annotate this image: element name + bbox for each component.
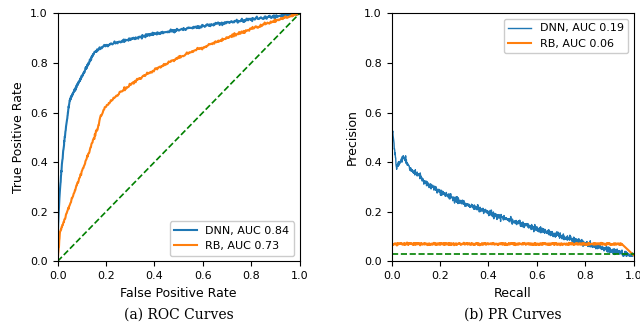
Text: (a) ROC Curves: (a) ROC Curves: [124, 308, 234, 322]
Line: DNN, AUC 0.19: DNN, AUC 0.19: [392, 131, 634, 256]
RB, AUC 0.06: [630, 253, 637, 257]
DNN, AUC 0.19: [388, 130, 396, 134]
RB, AUC 0.73: [296, 11, 303, 15]
DNN, AUC 0.19: [554, 230, 562, 234]
DNN, AUC 0.19: [486, 210, 493, 214]
RB, AUC 0.73: [54, 259, 61, 263]
Legend: DNN, AUC 0.84, RB, AUC 0.73: DNN, AUC 0.84, RB, AUC 0.73: [170, 221, 294, 256]
DNN, AUC 0.84: [296, 11, 303, 15]
DNN, AUC 0.19: [620, 254, 627, 258]
DNN, AUC 0.84: [287, 11, 294, 15]
DNN, AUC 0.19: [495, 216, 502, 220]
DNN, AUC 0.19: [630, 253, 637, 257]
RB, AUC 0.06: [554, 242, 562, 246]
RB, AUC 0.06: [486, 242, 493, 246]
Text: (b) PR Curves: (b) PR Curves: [464, 308, 561, 322]
RB, AUC 0.06: [581, 242, 589, 246]
RB, AUC 0.06: [388, 241, 396, 245]
DNN, AUC 0.19: [389, 129, 397, 133]
DNN, AUC 0.84: [54, 259, 61, 263]
DNN, AUC 0.84: [187, 26, 195, 30]
Legend: DNN, AUC 0.19, RB, AUC 0.06: DNN, AUC 0.19, RB, AUC 0.06: [504, 19, 628, 53]
RB, AUC 0.73: [77, 173, 85, 177]
DNN, AUC 0.84: [208, 22, 216, 26]
DNN, AUC 0.84: [152, 32, 159, 36]
RB, AUC 0.73: [119, 88, 127, 92]
Y-axis label: True Positive Rate: True Positive Rate: [12, 81, 24, 193]
DNN, AUC 0.19: [577, 238, 584, 242]
DNN, AUC 0.84: [70, 90, 77, 94]
Y-axis label: Precision: Precision: [346, 110, 358, 165]
DNN, AUC 0.84: [88, 55, 95, 59]
RB, AUC 0.73: [111, 95, 118, 99]
RB, AUC 0.73: [295, 11, 303, 15]
Line: RB, AUC 0.73: RB, AUC 0.73: [58, 13, 300, 261]
DNN, AUC 0.19: [413, 171, 420, 175]
RB, AUC 0.06: [577, 243, 584, 247]
RB, AUC 0.73: [72, 188, 79, 192]
RB, AUC 0.73: [138, 75, 145, 79]
X-axis label: False Positive Rate: False Positive Rate: [120, 286, 237, 299]
RB, AUC 0.06: [495, 243, 502, 247]
RB, AUC 0.06: [403, 241, 411, 245]
Line: RB, AUC 0.06: RB, AUC 0.06: [392, 243, 634, 255]
RB, AUC 0.06: [413, 241, 420, 245]
RB, AUC 0.73: [127, 83, 135, 87]
X-axis label: Recall: Recall: [493, 286, 531, 299]
DNN, AUC 0.84: [191, 25, 199, 29]
DNN, AUC 0.19: [581, 243, 589, 247]
Line: DNN, AUC 0.84: DNN, AUC 0.84: [58, 13, 300, 261]
